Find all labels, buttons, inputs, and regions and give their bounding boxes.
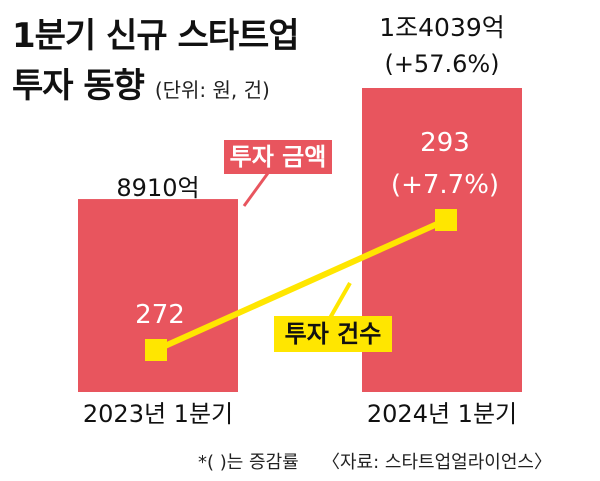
bar-value-label-2023: 8910억 — [116, 174, 200, 202]
chart-title-line1: 1분기 신규 스타트업 — [12, 16, 300, 56]
bar-value-label-2024: 1조4039억 — [379, 13, 505, 42]
bar-change-label-2024: (+57.6%) — [384, 50, 500, 78]
legend-amount-connector — [242, 172, 270, 207]
x-tick-label-2024: 2024년 1분기 — [366, 400, 518, 428]
line-change-label-2024: (+7.7%) — [390, 170, 500, 200]
line-value-label-2023: 272 — [135, 300, 185, 330]
line-point-0 — [145, 339, 167, 361]
footnote: *( )는 증감률 — [198, 452, 299, 473]
chart-title-line2: 투자 동향 (단위: 원, 건) — [12, 58, 270, 107]
legend-tag-count: 투자 건수 — [274, 316, 392, 352]
x-tick-label-2023: 2023년 1분기 — [82, 400, 234, 428]
legend-tag-amount: 투자 금액 — [224, 140, 332, 174]
series-line-count — [154, 217, 448, 353]
unit-label: (단위: 원, 건) — [154, 78, 270, 102]
line-point-1 — [435, 209, 457, 231]
line-value-label-2024: 293 — [420, 128, 470, 158]
bar-0 — [78, 199, 238, 392]
legend-count-connector — [328, 282, 352, 319]
source-note: 〈자료: 스타트업얼라이언스〉 — [322, 452, 552, 473]
chart-title-line2-text: 투자 동향 — [12, 66, 145, 106]
